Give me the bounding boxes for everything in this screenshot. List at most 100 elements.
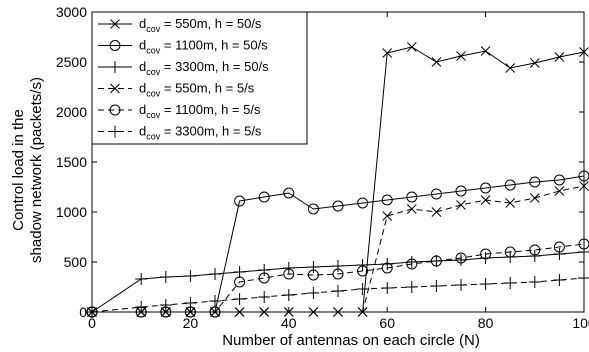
- data-point: [283, 307, 294, 317]
- legend-entry: dcov = 3300m, h = 5/s: [98, 124, 262, 142]
- data-point: [185, 307, 196, 317]
- data-point: [234, 276, 246, 288]
- legend-entry: dcov = 3300m, h = 50/s: [98, 59, 269, 77]
- data-point: [529, 176, 541, 188]
- x-tick-label: 60: [379, 315, 395, 331]
- data-point: [283, 268, 295, 280]
- data-point: [357, 307, 368, 317]
- legend-label-main: d: [139, 16, 146, 31]
- data-point: [234, 307, 245, 317]
- data-point: [430, 280, 443, 292]
- legend-label: dcov = 550m, h = 5/s: [139, 81, 255, 99]
- data-point: [456, 51, 466, 61]
- y-axis-label-line-2: shadow network (packets/s): [28, 77, 45, 263]
- data-point: [455, 252, 467, 264]
- data-point: [406, 204, 417, 214]
- data-point: [209, 295, 221, 307]
- y-tick-label: 500: [64, 254, 88, 270]
- data-point: [159, 299, 172, 311]
- data-point: [430, 188, 442, 200]
- data-point: [357, 197, 369, 209]
- data-point: [405, 256, 418, 268]
- data-point: [258, 264, 271, 276]
- legend-entry: dcov = 550m, h = 5/s: [98, 81, 255, 99]
- data-point: [529, 193, 540, 203]
- data-point: [480, 248, 492, 260]
- x-tick-label: 100: [572, 315, 589, 331]
- data-point: [579, 47, 589, 57]
- data-point: [381, 262, 393, 274]
- x-tick-label: 0: [88, 315, 96, 331]
- legend-label-subscript: cov: [146, 24, 161, 34]
- legend-label-subscript: cov: [146, 132, 161, 142]
- data-point: [406, 191, 418, 203]
- legend-label-main: d: [139, 81, 146, 96]
- data-point: [258, 272, 270, 284]
- data-point: [332, 200, 344, 212]
- legend-label-subscript: cov: [146, 89, 161, 99]
- legend-label-main: d: [139, 124, 146, 139]
- data-point: [529, 58, 540, 68]
- data-point: [505, 198, 516, 208]
- data-point: [184, 297, 197, 309]
- legend-label: dcov = 550m, h = 50/s: [139, 16, 262, 34]
- legend-marker: [109, 61, 121, 73]
- data-point: [333, 307, 343, 317]
- plot-area: 020406080100050010001500200025003000: [56, 4, 589, 331]
- x-tick-label: 20: [183, 315, 199, 331]
- data-point: [480, 182, 492, 194]
- data-point: [135, 273, 148, 285]
- data-point: [504, 179, 516, 191]
- legend-label-rest: = 3300m, h = 5/s: [160, 124, 262, 139]
- data-point: [307, 269, 319, 281]
- data-point: [431, 207, 442, 217]
- legend-entry: dcov = 1100m, h = 5/s: [98, 102, 261, 120]
- data-point: [307, 203, 319, 215]
- data-point: [553, 174, 565, 186]
- x-axis-label: Number of antennas on each circle (N): [222, 332, 480, 349]
- data-point: [382, 211, 393, 221]
- data-point: [406, 42, 417, 52]
- data-point: [184, 270, 197, 282]
- data-point: [282, 289, 295, 301]
- data-point: [356, 283, 369, 295]
- data-point: [579, 181, 589, 191]
- data-point: [405, 281, 418, 293]
- data-point: [332, 285, 344, 297]
- data-point: [505, 63, 516, 73]
- legend-marker: [109, 125, 121, 138]
- y-axis-title: Control load in the shadow network (pack…: [10, 77, 45, 263]
- y-axis-label-line-1: Control load in the: [10, 109, 27, 231]
- data-point: [578, 246, 589, 258]
- legend-label-subscript: cov: [146, 46, 161, 56]
- y-tick-label: 1500: [56, 154, 87, 170]
- data-point: [480, 46, 491, 56]
- legend-label-main: d: [139, 59, 146, 74]
- y-tick-label: 0: [79, 304, 87, 320]
- legend-entry: dcov = 1100m, h = 50/s: [98, 38, 268, 56]
- data-point: [307, 287, 320, 299]
- legend-label-main: d: [139, 102, 146, 117]
- data-point: [159, 271, 172, 283]
- data-point: [332, 268, 344, 280]
- data-point: [382, 48, 393, 58]
- legend-label: dcov = 1100m, h = 5/s: [139, 102, 261, 120]
- series-line: [92, 243, 585, 313]
- data-point: [233, 266, 246, 278]
- data-point: [553, 241, 565, 253]
- y-tick-label: 3000: [56, 4, 87, 20]
- y-tick-label: 2500: [56, 54, 87, 70]
- data-point: [554, 186, 565, 196]
- data-point: [381, 282, 394, 294]
- series-3: [86, 246, 589, 318]
- legend-box: [91, 11, 308, 145]
- legend-marker: [109, 104, 121, 116]
- data-point: [455, 185, 467, 197]
- data-point: [504, 277, 517, 289]
- data-point: [528, 276, 541, 288]
- data-point: [258, 291, 271, 303]
- data-point: [578, 238, 589, 250]
- data-point: [553, 248, 566, 260]
- legend: dcov = 550m, h = 50/s dcov = 1100m, h = 5…: [91, 11, 308, 145]
